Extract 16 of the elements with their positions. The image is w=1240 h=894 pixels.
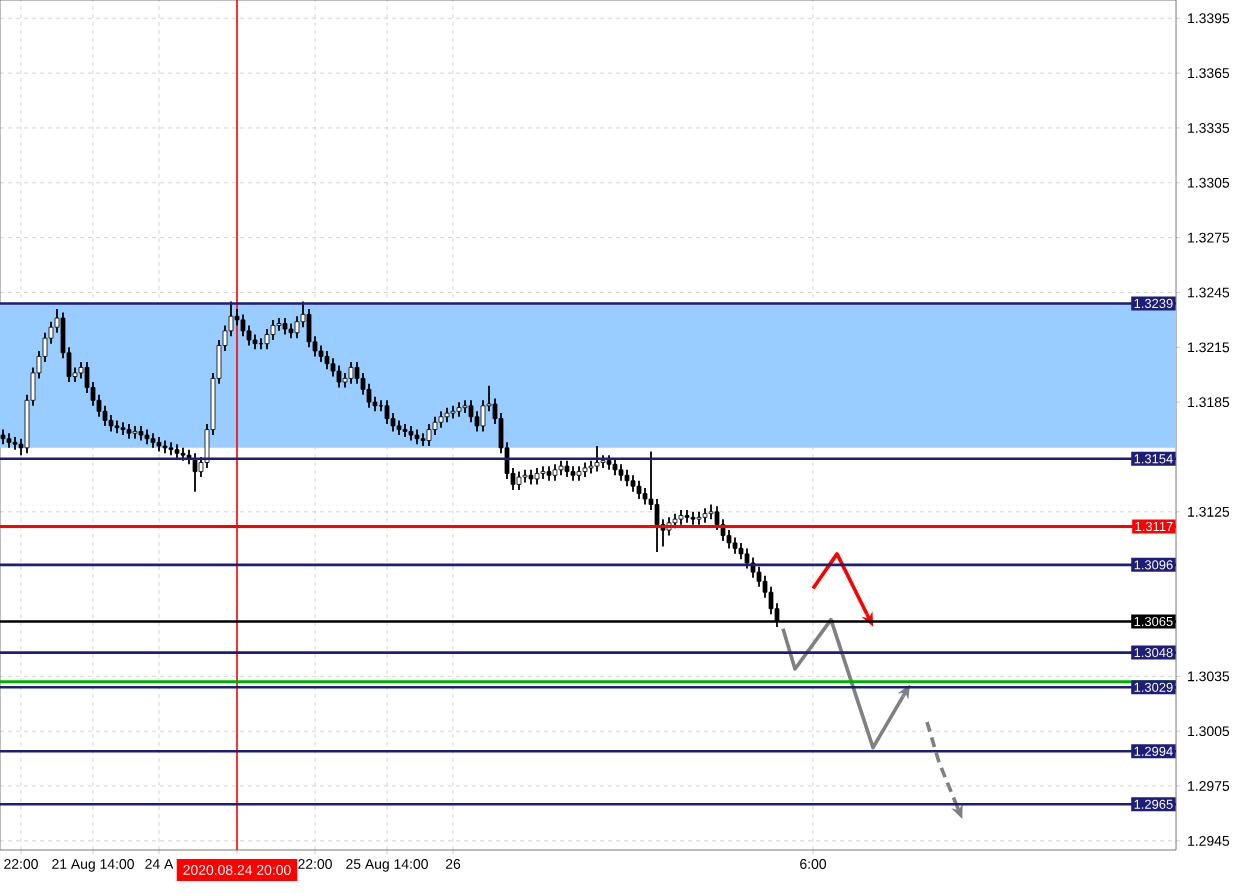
candlestick: [336, 364, 342, 389]
candlestick: [744, 547, 750, 570]
candlestick: [750, 556, 756, 579]
candlestick: [306, 308, 312, 349]
candlestick: [384, 399, 390, 425]
candlestick: [240, 313, 246, 338]
candlestick: [270, 318, 276, 341]
candlestick: [636, 479, 642, 500]
candlestick: [468, 399, 474, 424]
candlestick: [192, 452, 198, 493]
candlestick: [348, 361, 354, 385]
candlestick: [516, 470, 522, 491]
candlestick: [594, 445, 600, 473]
candlestick: [324, 350, 330, 371]
candlestick: [426, 423, 432, 447]
candlestick: [264, 328, 270, 351]
